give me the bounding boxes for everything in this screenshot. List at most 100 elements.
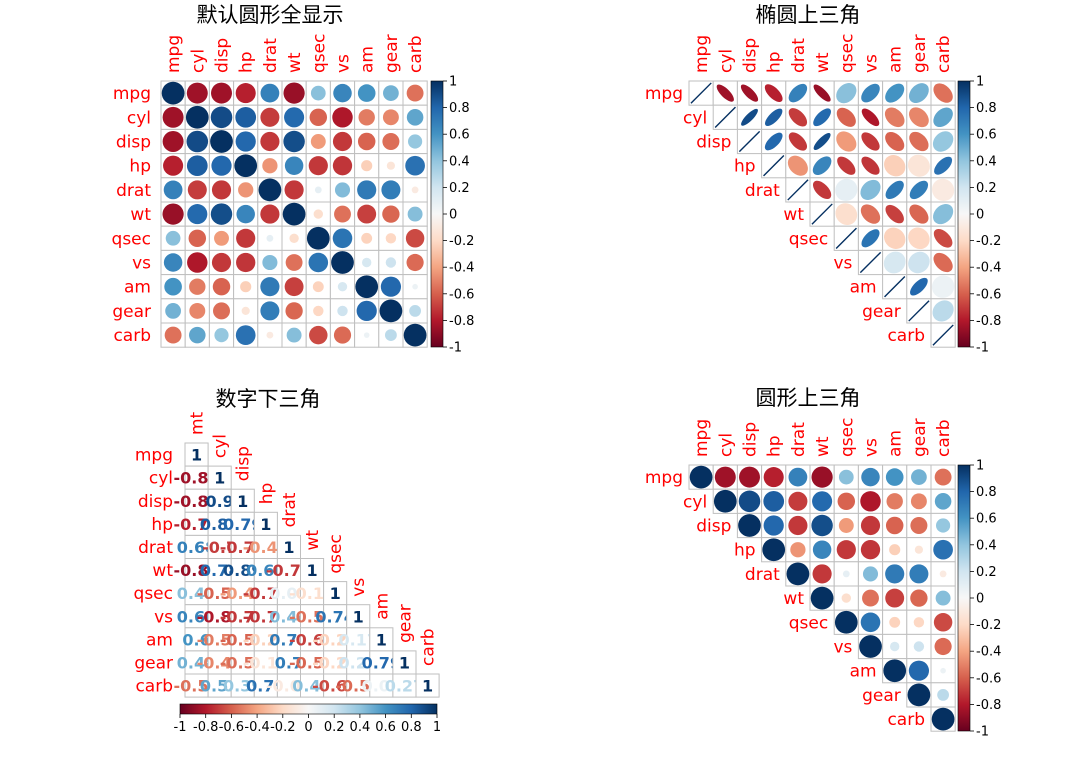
corr-ellipse-1-3-8 <box>884 155 906 177</box>
panel-3-col-label-mpg: mpg <box>692 419 712 457</box>
corr-circle-0-6-5 <box>289 233 299 243</box>
corr-circle-0-3-5 <box>284 156 304 175</box>
corr-ellipse-1-3-7 <box>861 156 880 175</box>
corr-number-6-6: 1 <box>330 584 341 603</box>
panel-3-col-label-wt: wt <box>813 436 833 457</box>
colorbar-0-tick-1: 0.8 <box>449 101 470 116</box>
corr-circle-3-5-7 <box>862 589 879 607</box>
corr-ellipse-1-9-9 <box>908 300 930 322</box>
corr-circle-3-2-6 <box>838 518 854 533</box>
colorbar-0-tick-6: -0.2 <box>449 234 474 249</box>
corr-circle-0-2-3 <box>235 131 256 152</box>
corr-ellipse-1-3-9 <box>907 154 930 177</box>
corr-ellipse-1-10-10 <box>932 324 954 346</box>
corr-ellipse-1-2-5 <box>813 133 831 150</box>
colorbar-1 <box>957 80 971 348</box>
corr-circle-0-4-2 <box>211 180 232 200</box>
corr-ellipse-1-5-9 <box>909 204 929 224</box>
corr-circle-0-4-8 <box>357 180 377 200</box>
corr-ellipse-1-0-5 <box>813 84 831 102</box>
corr-number-7-6: 0.74 <box>315 607 354 626</box>
corr-ellipse-1-5-6 <box>835 203 858 225</box>
corr-ellipse-1-1-5 <box>813 108 831 127</box>
panel-3-row-label-wt: wt <box>783 589 804 609</box>
panel-3-row-label-mpg: mpg <box>645 468 683 488</box>
corr-circle-3-2-9 <box>910 516 928 535</box>
colorbar-1-tick-5: 0 <box>976 208 984 223</box>
panel-1-col-label-carb: carb <box>934 35 954 73</box>
corr-circle-0-3-3 <box>234 154 258 178</box>
corr-circle-3-1-3 <box>763 490 785 512</box>
corr-circle-3-9-10 <box>937 688 950 701</box>
colorbar-0-tick-2: 0.6 <box>449 128 470 143</box>
panel-0-col-label-mpg: mpg <box>164 35 184 73</box>
corr-circle-0-3-6 <box>308 156 328 176</box>
panel-2-row-label-vs: vs <box>154 607 173 627</box>
corr-circle-0-2-2 <box>210 130 233 153</box>
corr-circle-0-0-8 <box>357 84 376 102</box>
panel-2-col-label-9: gear <box>395 604 415 643</box>
corr-circle-0-3-7 <box>332 156 353 176</box>
corr-ellipse-1-8-8 <box>884 276 906 298</box>
corr-ellipse-1-5-7 <box>860 204 881 224</box>
corr-number-7-7: 1 <box>353 607 364 626</box>
corr-circle-3-9-9 <box>907 683 931 707</box>
corr-circle-0-7-1 <box>187 252 208 273</box>
corr-number-8-0: 0.6 <box>182 630 210 649</box>
colorbar-0-tick-7: -0.4 <box>449 261 474 276</box>
corr-circle-3-8-10 <box>940 667 946 674</box>
corr-ellipse-1-5-10 <box>933 204 954 225</box>
panel-0-row-label-disp: disp <box>116 133 151 153</box>
corr-ellipse-1-8-9 <box>910 277 928 296</box>
panel-2-col-label-6: qsec <box>326 534 346 573</box>
corr-ellipse-1-1-2 <box>741 108 758 126</box>
corr-ellipse-1-3-10 <box>934 156 953 175</box>
panel-1-col-label-mpg: mpg <box>692 35 712 73</box>
corr-circle-0-0-7 <box>333 83 352 103</box>
corr-circle-3-2-2 <box>738 514 761 537</box>
panel-2-col-label-1: cyl <box>211 434 231 458</box>
colorbar-2-tick-5: 0 <box>304 720 312 735</box>
corr-circle-0-0-6 <box>310 85 326 101</box>
corr-circle-3-4-9 <box>909 564 929 584</box>
colorbar-2-tick-2: -0.6 <box>219 720 244 735</box>
corr-circle-3-7-8 <box>890 641 900 652</box>
corr-ellipse-1-0-7 <box>861 83 880 103</box>
corr-circle-3-6-9 <box>913 617 925 628</box>
corr-ellipse-1-1-10 <box>933 107 953 128</box>
corr-ellipse-1-1-9 <box>909 107 929 128</box>
corr-circle-3-0-4 <box>788 467 808 487</box>
corr-circle-0-9-7 <box>337 305 348 317</box>
corr-circle-0-5-10 <box>407 206 423 222</box>
panel-0-col-label-gear: gear <box>382 34 402 73</box>
corr-number-10-1: 0.53 <box>200 677 239 696</box>
corr-circle-3-2-4 <box>788 515 808 536</box>
panel-0-col-label-hp: hp <box>237 51 257 73</box>
corr-circle-0-2-9 <box>382 132 400 151</box>
colorbar-3-tick-6: -0.2 <box>976 618 1001 633</box>
corr-circle-0-5-6 <box>313 209 323 219</box>
corr-ellipse-1-8-10 <box>931 275 955 298</box>
corr-number-10-10: 1 <box>422 677 433 696</box>
corr-ellipse-1-4-7 <box>860 179 881 200</box>
corr-ellipse-1-5-8 <box>885 204 904 224</box>
corr-circle-0-2-8 <box>357 132 376 151</box>
corr-circle-0-6-4 <box>266 234 274 242</box>
panel-2-col-label-5: wt <box>303 530 323 551</box>
corr-circle-0-9-5 <box>285 302 303 320</box>
corr-number-0-0: 1 <box>191 446 202 465</box>
panel-3-row-label-hp: hp <box>734 541 756 561</box>
corr-circle-3-4-7 <box>862 566 879 582</box>
corr-circle-0-4-5 <box>284 180 304 200</box>
panel-1-row-label-hp: hp <box>734 157 756 177</box>
corr-circle-0-5-9 <box>382 205 400 223</box>
corr-number-5-5: 1 <box>306 561 317 580</box>
colorbar-3-tick-4: 0.2 <box>976 565 997 580</box>
corr-circle-0-9-2 <box>212 302 231 320</box>
colorbar-1-tick-9: -0.8 <box>976 314 1001 329</box>
corr-circle-0-10-7 <box>333 326 352 344</box>
colorbar-2-tick-9: 0.8 <box>401 720 422 735</box>
corr-ellipse-1-0-6 <box>836 82 857 104</box>
corr-circle-0-8-5 <box>284 277 304 297</box>
